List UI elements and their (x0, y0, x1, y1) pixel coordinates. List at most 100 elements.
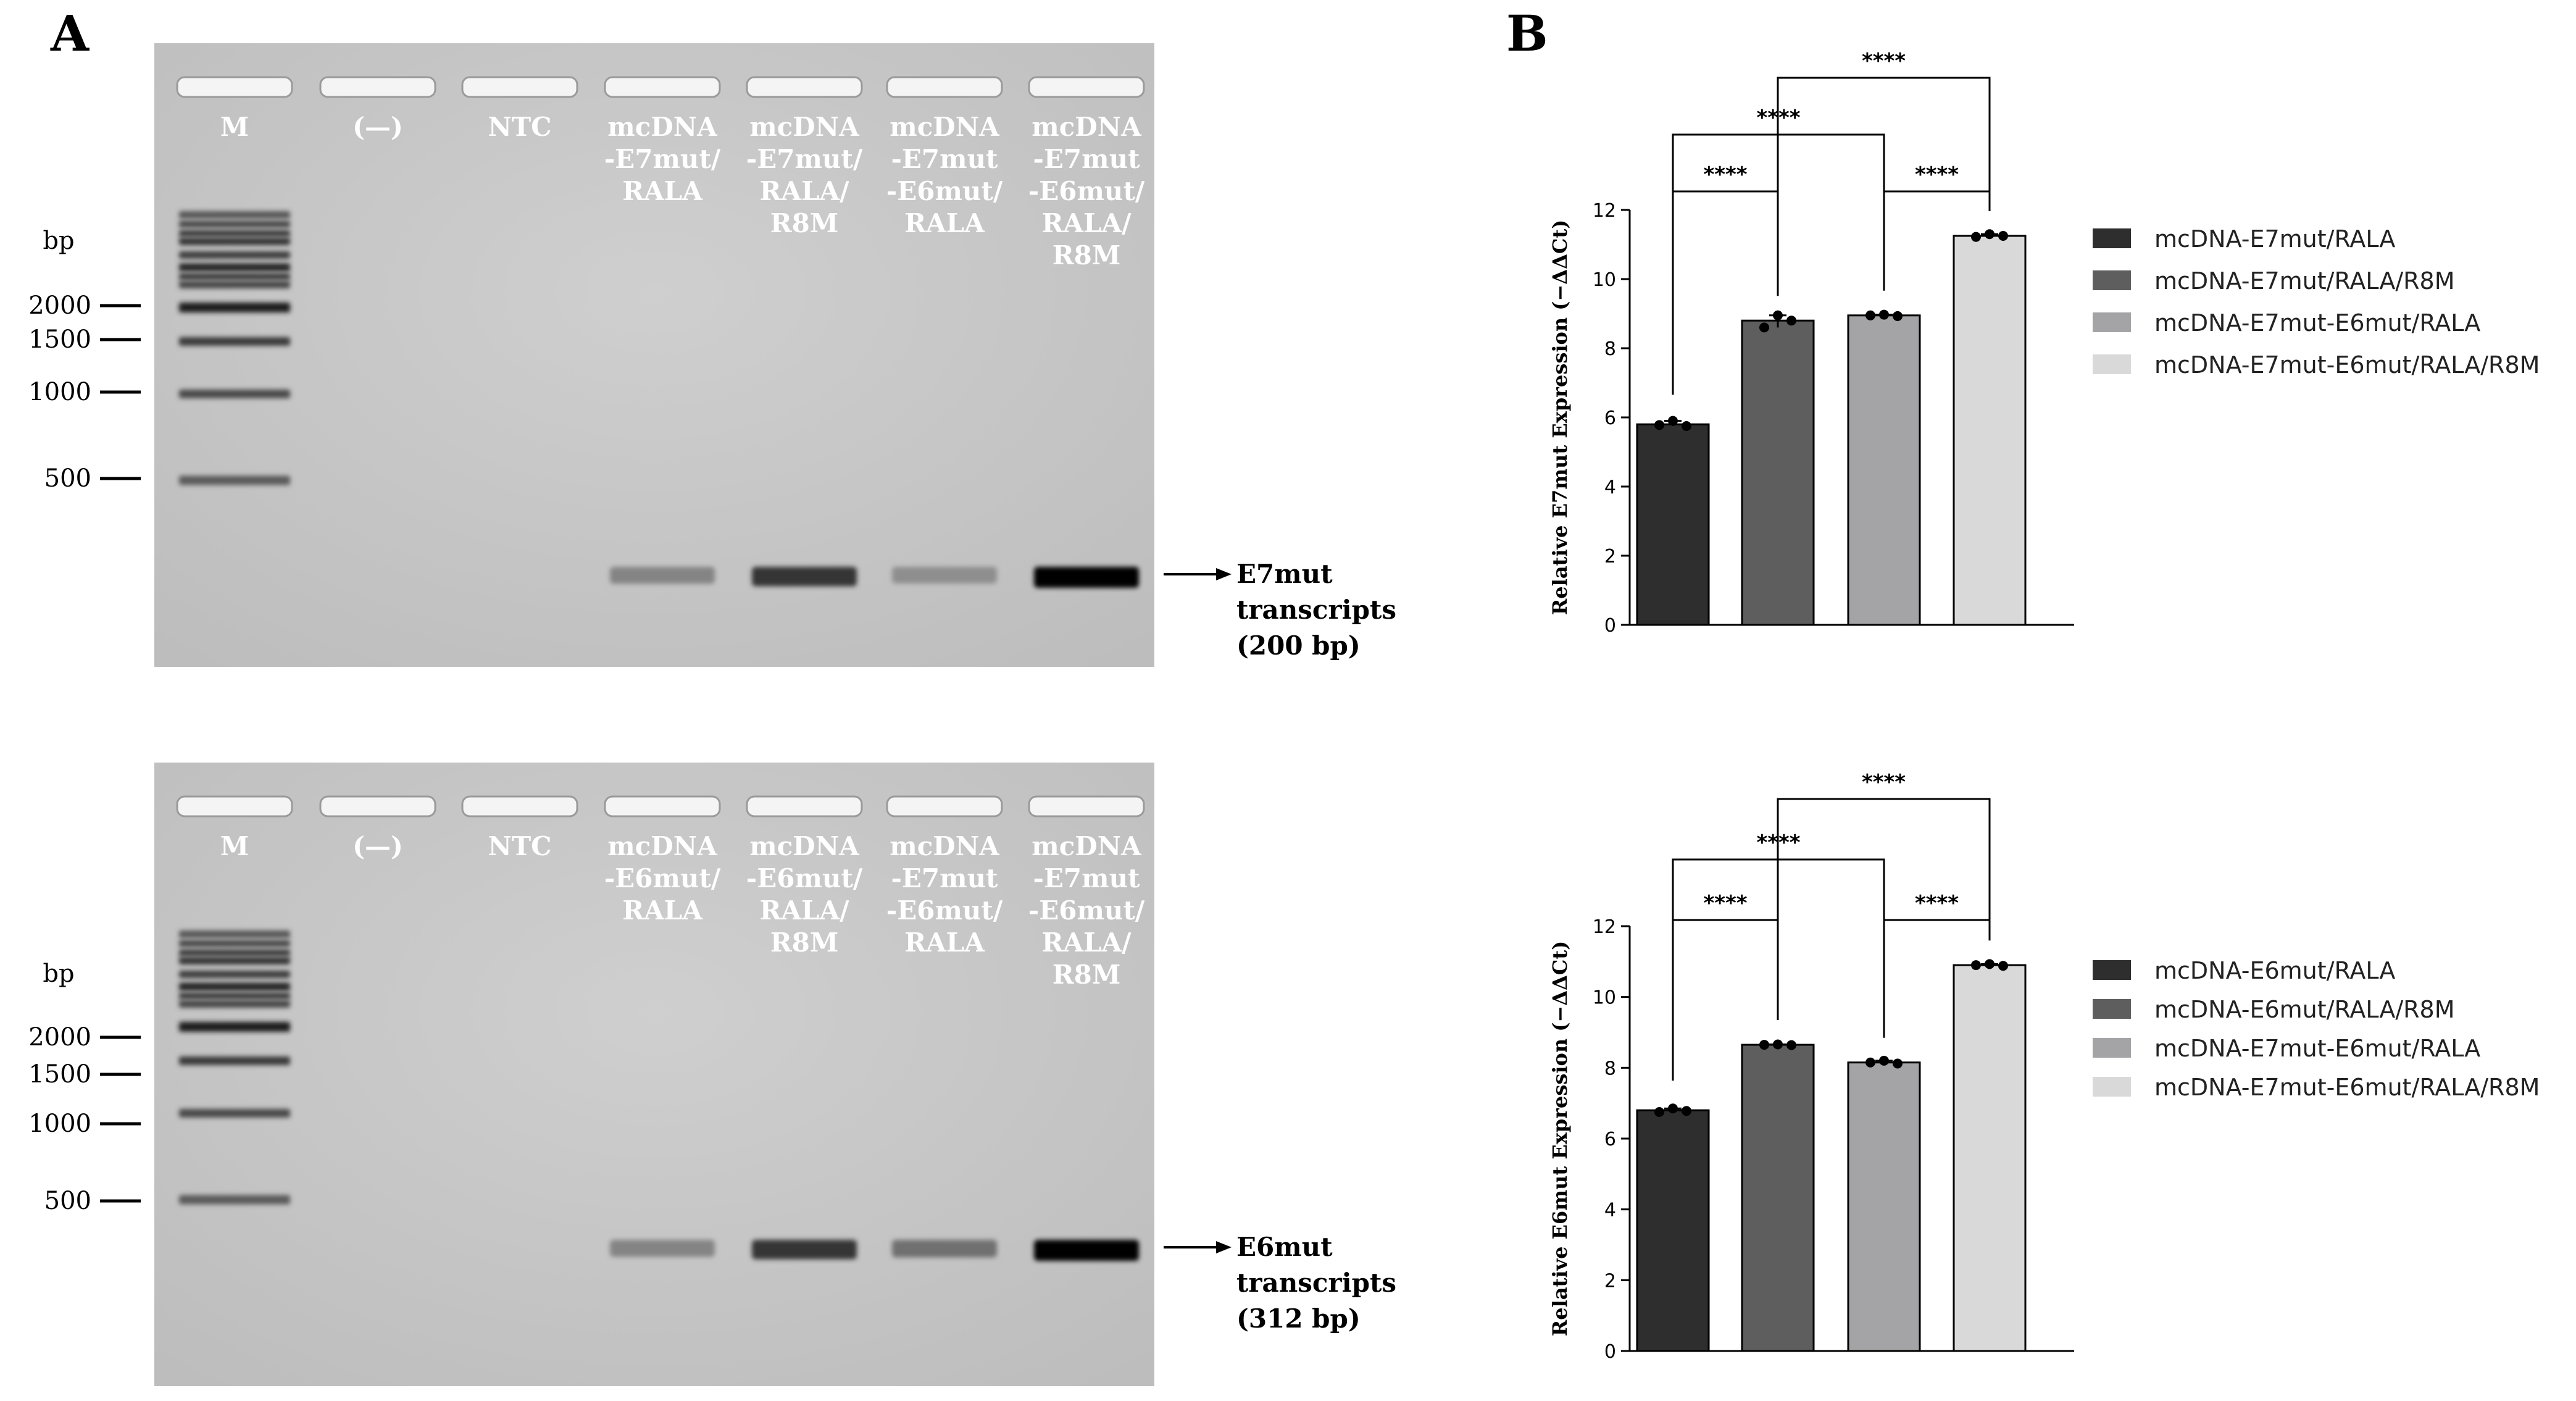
legend-swatch (2093, 354, 2131, 374)
lane-label: -E7mut (1033, 144, 1140, 174)
data-point (1668, 1103, 1678, 1114)
bp-marker-label: 1500 (28, 1060, 91, 1089)
data-point (1985, 959, 1995, 969)
lane-label: RALA/ (760, 895, 850, 926)
pcr-band (1034, 1240, 1139, 1261)
data-point (1971, 960, 1981, 971)
ladder-band (179, 251, 290, 259)
ladder-band (179, 1195, 290, 1205)
gel-background (154, 43, 1154, 667)
bp-marker-label: 500 (44, 1187, 91, 1215)
lane-label: M (220, 831, 249, 861)
legend-swatch (2093, 228, 2131, 248)
data-point (1654, 1107, 1664, 1117)
gel-well (176, 795, 293, 818)
y-tick-label: 8 (1604, 338, 1616, 360)
lane-label: mcDNA (749, 831, 860, 861)
data-point (1865, 310, 1875, 320)
ladder-band (179, 238, 290, 245)
gel-well (319, 795, 436, 818)
lane-label: -E6mut/ (604, 863, 721, 893)
gel-well (461, 76, 578, 98)
lane-label: mcDNA (607, 112, 718, 142)
panel-b-label: B (1506, 4, 1548, 62)
data-point (1682, 421, 1691, 431)
significance-label: **** (1703, 891, 1747, 916)
ladder-band (179, 220, 290, 228)
legend-swatch (2093, 270, 2131, 290)
ladder-band (179, 390, 290, 398)
data-point (1786, 316, 1796, 326)
lane-label: -E6mut/ (1028, 176, 1145, 206)
pcr-band (1034, 567, 1139, 588)
significance-bracket (1777, 77, 1991, 291)
ladder-band (179, 230, 290, 237)
data-point (1773, 310, 1783, 320)
bp-marker-label: 500 (44, 464, 91, 493)
significance-label: **** (1915, 162, 1959, 187)
gel-well (176, 76, 293, 98)
y-tick-label: 2 (1604, 1270, 1616, 1292)
gel-well (886, 795, 1003, 818)
legend-swatch (2093, 1077, 2131, 1097)
lane-label: NTC (488, 112, 551, 142)
significance-label: **** (1703, 162, 1747, 187)
lane-label: -E6mut/ (886, 895, 1003, 926)
arrow-icon (1216, 1241, 1232, 1253)
pcr-band (752, 1240, 857, 1260)
data-point (1773, 1039, 1783, 1050)
lane-label: mcDNA (749, 112, 860, 142)
lane-label: -E7mut/ (604, 144, 721, 174)
gel-well (746, 795, 863, 818)
legend-swatch (2093, 1038, 2131, 1058)
gel-well (604, 795, 721, 818)
lane-label: -E7mut (891, 144, 998, 174)
data-point (1654, 420, 1664, 430)
data-point (1998, 231, 2008, 241)
lane-label: mcDNA (607, 831, 718, 861)
significance-label: **** (1915, 891, 1959, 916)
ladder-band (179, 303, 290, 312)
lane-label: mcDNA (890, 112, 1000, 142)
ladder-band (179, 273, 290, 280)
band-annotation: transcripts (1236, 1268, 1396, 1298)
data-point (1759, 1040, 1769, 1050)
bp-marker-label: 2000 (28, 1023, 91, 1052)
y-tick-label: 0 (1604, 615, 1616, 637)
y-tick-label: 8 (1604, 1058, 1616, 1079)
y-axis-label: Relative E7mut Expression (−ΔΔCt) (1548, 220, 1572, 616)
y-tick-label: 4 (1604, 477, 1616, 498)
ladder-band (179, 1056, 290, 1065)
band-annotation: E7mut (1236, 559, 1333, 589)
lane-label: M (220, 112, 249, 142)
ladder-band (179, 1109, 290, 1118)
ladder-band (179, 940, 290, 947)
lane-label: -E7mut (891, 863, 998, 893)
pcr-band (610, 567, 715, 584)
lane-label: mcDNA (1032, 831, 1142, 861)
gel-well (1028, 795, 1145, 818)
pcr-band (892, 567, 997, 583)
ladder-band (179, 263, 290, 272)
data-point (1786, 1040, 1796, 1050)
y-tick-label: 12 (1593, 916, 1616, 938)
gel-well (746, 76, 863, 98)
significance-label: **** (1862, 770, 1906, 795)
legend-label: mcDNA-E7mut-E6mut/RALA (2154, 1035, 2480, 1062)
ladder-band (179, 281, 290, 288)
lane-label: R8M (1052, 240, 1121, 270)
lane-label: RALA (904, 927, 985, 958)
legend-swatch (2093, 999, 2131, 1019)
y-tick-label: 6 (1604, 1129, 1616, 1150)
bp-title: bp (43, 227, 74, 255)
bp-marker-label: 1000 (28, 378, 91, 406)
ladder-band (179, 475, 290, 485)
data-point (1682, 1106, 1691, 1116)
y-tick-label: 0 (1604, 1341, 1616, 1363)
ladder-band (179, 971, 290, 978)
data-point (1668, 416, 1678, 426)
ladder-band (179, 982, 290, 991)
legend-label: mcDNA-E7mut/RALA (2154, 225, 2395, 253)
e6mut-expression-chart: 0 2 4 6 8 10 12 Relative E6mut Expression (−ΔΔC… (1548, 770, 2540, 1363)
